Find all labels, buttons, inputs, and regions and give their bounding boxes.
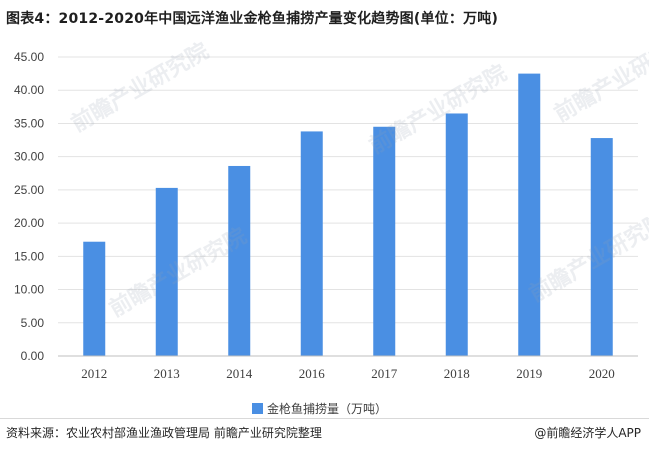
y-tick-label: 30.00 [14, 150, 44, 164]
y-tick-label: 20.00 [14, 216, 44, 230]
x-tick-label: 2014 [226, 366, 253, 381]
bar-2014 [228, 165, 251, 356]
x-axis-ticks: 2012 2013 2014 2016 2017 2018 2019 2020 [81, 366, 615, 381]
legend-swatch [252, 403, 263, 414]
legend: 金枪鱼捕捞量（万吨） [252, 400, 387, 417]
y-tick-label: 10.00 [14, 283, 44, 297]
y-tick-label: 0.00 [21, 349, 45, 363]
source-note: 资料来源：农业农村部渔业渔政管理局 前瞻产业研究院整理 [6, 426, 322, 440]
legend-label: 金枪鱼捕捞量（万吨） [267, 402, 388, 416]
x-tick-label: 2018 [444, 366, 470, 381]
bars [83, 73, 613, 357]
chart-title: 图表4：2012-2020年中国远洋渔业金枪鱼捕捞产量变化趋势图(单位：万吨) [6, 11, 499, 27]
x-tick-label: 2019 [516, 366, 542, 381]
y-tick-label: 15.00 [14, 249, 44, 263]
bar-2017 [373, 126, 396, 357]
bar-2020 [590, 138, 613, 356]
footer-divider [0, 418, 649, 419]
x-tick-label: 2020 [589, 366, 615, 381]
y-tick-label: 45.00 [14, 50, 44, 64]
gridlines [58, 56, 638, 324]
bar-2019 [518, 73, 541, 356]
x-tick-label: 2013 [154, 366, 180, 381]
y-tick-label: 35.00 [14, 116, 44, 130]
y-axis-ticks: 0.00 5.00 10.00 15.00 20.00 25.00 30.00 35.00 40… [14, 50, 44, 363]
bar-2018 [445, 113, 468, 356]
x-tick-label: 2012 [81, 366, 107, 381]
y-tick-label: 40.00 [14, 83, 44, 97]
bar-2012 [83, 241, 106, 356]
y-tick-label: 5.00 [21, 316, 45, 330]
bar-2016 [300, 131, 323, 356]
bar-2013 [155, 187, 178, 356]
x-tick-label: 2017 [371, 366, 398, 381]
y-tick-label: 25.00 [14, 183, 44, 197]
x-tick-label: 2016 [299, 366, 326, 381]
brand-credit: @前瞻经济学人APP [534, 426, 641, 440]
